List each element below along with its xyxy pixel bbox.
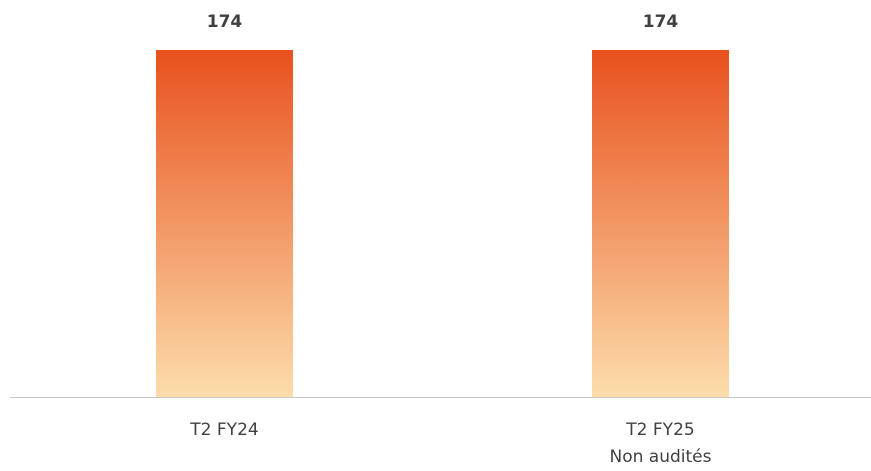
value-label: 174	[643, 12, 679, 32]
x-tick-label: T2 FY24	[190, 420, 259, 440]
bar	[592, 50, 729, 397]
bar	[156, 50, 293, 397]
value-label: 174	[207, 12, 243, 32]
x-tick-label: T2 FY25 Non audités	[609, 420, 712, 467]
